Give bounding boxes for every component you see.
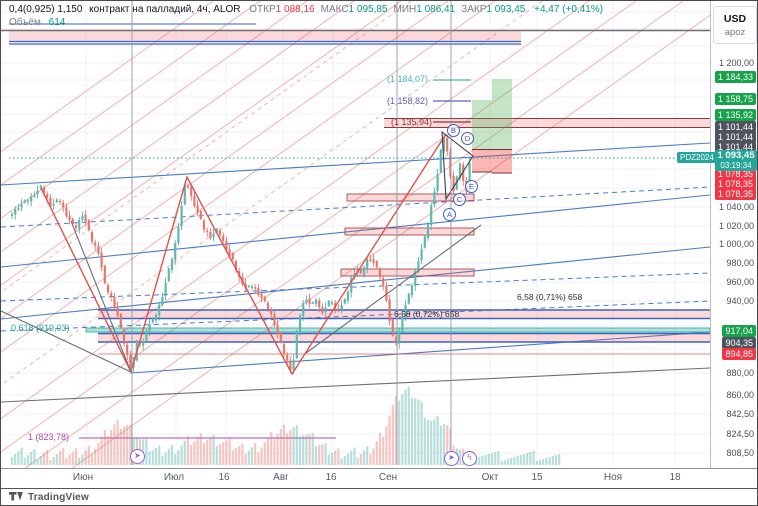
price-chart-canvas[interactable]: 0,4(0,925) 1,150 контракт на палладий, 4… bbox=[1, 1, 717, 468]
chart-drawing-layer bbox=[1, 1, 710, 468]
fib-target-label[interactable]: (1 135,94) bbox=[391, 117, 433, 127]
symbol-title[interactable]: контракт на палладий, 4ч, ALOR bbox=[89, 4, 241, 15]
price-level-label: 1 078,35 bbox=[714, 188, 756, 200]
wave-letter-D[interactable]: D bbox=[461, 132, 474, 145]
time-tick: 15 bbox=[531, 472, 543, 483]
unit-selector[interactable]: USD apoz bbox=[713, 6, 757, 44]
event-bolt-icon[interactable]: ϟ bbox=[462, 451, 477, 466]
time-tick: Авг bbox=[273, 472, 289, 483]
ohlc-field-value: 1 095,85 bbox=[348, 4, 388, 15]
volume-legend[interactable]: Объём 614 bbox=[9, 17, 65, 28]
fib-target-label[interactable]: (1 158,82) bbox=[387, 96, 429, 106]
wave-letter-C[interactable]: C bbox=[453, 193, 466, 206]
price-tick: 808,50 bbox=[726, 448, 754, 458]
price-scale[interactable]: 1 200,00 1 040,00 1 020,00 1 000,00 980,00 96… bbox=[710, 1, 757, 468]
fib-overlay-label: 0,4(0,925) 1,150 bbox=[9, 4, 83, 15]
price-level-label: 1 135,92 bbox=[714, 109, 756, 121]
time-tick: Ноя bbox=[603, 472, 623, 483]
wave-letter-E[interactable]: E bbox=[465, 180, 478, 193]
volume-value: 614 bbox=[48, 17, 66, 28]
measurement-label[interactable]: 6,58 (0,71%) 658 bbox=[517, 292, 583, 302]
price-tick: 1 000,00 bbox=[718, 239, 754, 249]
ohlc-field-label: МИН bbox=[393, 4, 417, 15]
price-tick: 842,50 bbox=[726, 409, 754, 419]
ohlc-field-value: 1 086,41 bbox=[416, 4, 456, 15]
price-tick: 824,50 bbox=[726, 429, 754, 439]
last-price-value: 1 093,45 bbox=[717, 150, 755, 161]
ohlc-field-label: ОТКР bbox=[249, 4, 276, 15]
unit-primary: USD bbox=[723, 12, 747, 25]
price-level-label: 1 101,44 bbox=[714, 131, 756, 143]
price-tick: 940,00 bbox=[726, 296, 754, 306]
time-tick: 16 bbox=[325, 472, 337, 483]
wave-letter-A[interactable]: A bbox=[443, 208, 456, 221]
price-level-label: 1 078,35 bbox=[714, 168, 756, 180]
change-value: +4,47 (+0,41%) bbox=[534, 4, 604, 15]
time-scale[interactable]: Июн Июл 16 Авг 16 Сен Окт 15 Ноя 18 bbox=[1, 468, 757, 488]
price-level-label: 1 101,44 bbox=[714, 121, 756, 133]
price-tick: 980,00 bbox=[726, 258, 754, 268]
tradingview-logo-icon[interactable] bbox=[9, 492, 24, 503]
price-tick: 960,00 bbox=[726, 277, 754, 287]
last-price-label: 1 093,45 03:19:34 bbox=[715, 150, 757, 171]
chart-legend[interactable]: 0,4(0,925) 1,150 контракт на палладий, 4… bbox=[9, 4, 603, 15]
ohlc-field-label: ЗАКР bbox=[461, 4, 487, 15]
fib-target-label[interactable]: (1 184,07) bbox=[387, 74, 429, 84]
time-tick: 16 bbox=[218, 472, 230, 483]
fib-level-label[interactable]: 1 (823,78) bbox=[28, 432, 70, 442]
measurement-label[interactable]: 6,58 (0,72%) 658 bbox=[394, 309, 460, 319]
fib-level-label[interactable]: 0,618 (919,03) bbox=[11, 323, 70, 333]
ohlc-field-value: 1 093,45 bbox=[486, 4, 526, 15]
time-tick: Окт bbox=[481, 472, 499, 483]
unit-secondary: apoz bbox=[724, 26, 746, 38]
price-level-label: 917,04 bbox=[722, 325, 756, 337]
price-level-label: 1 078,35 bbox=[714, 178, 756, 190]
ohlc-field-value: 1 088,16 bbox=[275, 4, 315, 15]
symbol-price-tag: PDZ2024 bbox=[677, 152, 717, 163]
footer-bar: TradingView bbox=[1, 488, 757, 505]
tradingview-wordmark[interactable]: TradingView bbox=[28, 492, 89, 503]
wave-letter-B[interactable]: B bbox=[447, 124, 460, 137]
time-tick: 18 bbox=[669, 472, 681, 483]
volume-label: Объём bbox=[9, 17, 41, 28]
rollover-arrow-icon[interactable]: ➤ bbox=[444, 451, 459, 466]
bar-countdown: 03:19:34 bbox=[720, 161, 752, 170]
price-level-label: 1 158,75 bbox=[714, 93, 756, 105]
ohlc-field-label: МАКС bbox=[320, 4, 349, 15]
price-level-label: 894,85 bbox=[722, 348, 756, 360]
ohlc-values: ОТКР1 088,16 МАКС1 095,85 МИН1 086,41 ЗАКР1… bbox=[243, 4, 525, 15]
price-tick: 1 040,00 bbox=[718, 202, 754, 212]
price-tick: 1 020,00 bbox=[718, 221, 754, 231]
price-tick: 1 200,00 bbox=[718, 58, 754, 68]
price-level-label: 904,35 bbox=[722, 337, 756, 349]
time-tick: Июл bbox=[163, 472, 185, 483]
price-level-label: 1 184,33 bbox=[714, 71, 756, 83]
price-tick: 860,00 bbox=[726, 390, 754, 400]
time-tick: Июн bbox=[72, 472, 94, 483]
price-tick: 880,00 bbox=[726, 368, 754, 378]
time-tick: Сен bbox=[378, 472, 398, 483]
rollover-arrow-icon[interactable]: ➤ bbox=[130, 449, 145, 464]
